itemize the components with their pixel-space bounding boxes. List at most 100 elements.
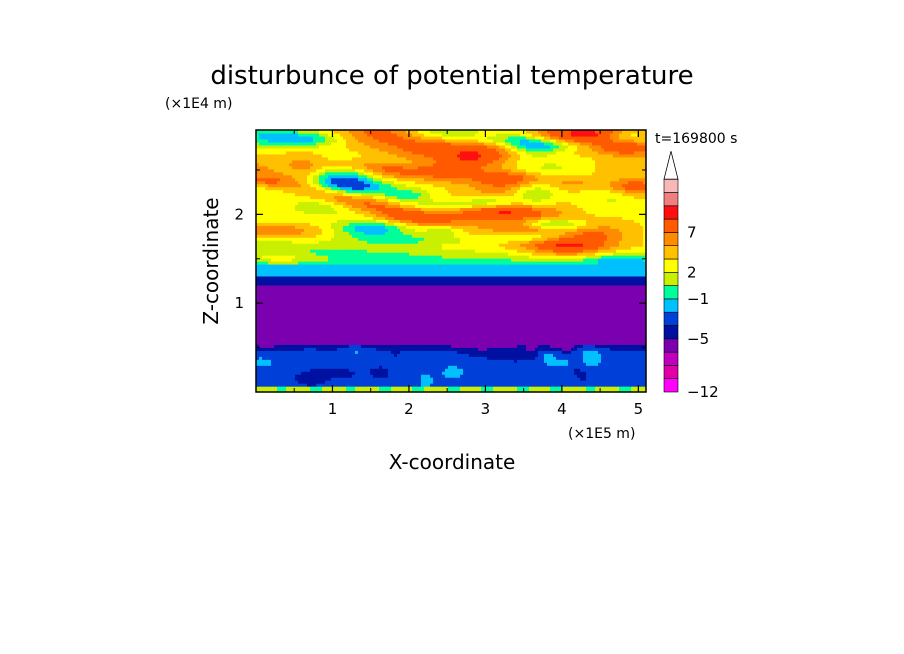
field-cell <box>559 320 563 325</box>
field-cell <box>421 314 425 319</box>
field-cell <box>307 290 311 295</box>
field-cell <box>322 314 326 319</box>
field-cell <box>382 326 386 331</box>
field-cell <box>421 368 425 372</box>
field-cell <box>340 293 344 298</box>
field-cell <box>613 386 617 390</box>
field-cell <box>379 383 383 387</box>
field-cell <box>532 311 536 316</box>
field-cell <box>520 305 524 310</box>
field-cell <box>574 344 578 348</box>
field-cell <box>457 365 461 369</box>
field-cell <box>568 314 572 319</box>
field-cell <box>280 341 284 345</box>
field-cell <box>625 350 629 354</box>
field-cell <box>454 362 458 366</box>
field-cell <box>301 341 305 345</box>
field-cell <box>550 302 554 307</box>
field-cell <box>466 311 470 316</box>
field-cell <box>304 329 308 334</box>
field-cell <box>631 308 635 313</box>
field-cell <box>535 296 539 301</box>
field-cell <box>454 344 458 348</box>
field-cell <box>475 389 479 392</box>
field-cell <box>337 335 341 340</box>
field-cell <box>418 344 422 348</box>
field-cell <box>559 359 563 363</box>
field-cell <box>520 335 524 340</box>
field-cell <box>259 362 263 366</box>
field-cell <box>553 377 557 381</box>
field-cell <box>559 311 563 316</box>
field-cell <box>466 383 470 387</box>
field-cell <box>295 311 299 316</box>
field-cell <box>583 359 587 363</box>
field-cell <box>382 377 386 381</box>
field-cell <box>427 338 431 342</box>
field-cell <box>394 332 398 337</box>
field-cell <box>280 353 284 357</box>
field-cell <box>592 332 596 337</box>
field-cell <box>493 332 497 337</box>
field-cell <box>607 326 611 331</box>
field-cell <box>592 374 596 378</box>
field-cell <box>610 389 614 392</box>
field-cell <box>385 287 389 292</box>
field-cell <box>304 326 308 331</box>
field-cell <box>436 296 440 301</box>
field-cell <box>367 323 371 328</box>
field-cell <box>622 368 626 372</box>
field-cell <box>376 368 380 372</box>
field-cell <box>421 353 425 357</box>
field-cell <box>493 344 497 348</box>
field-cell <box>586 341 590 345</box>
field-cell <box>268 389 272 392</box>
field-cell <box>451 338 455 342</box>
field-cell <box>298 380 302 384</box>
field-cell <box>385 320 389 325</box>
field-cell <box>445 317 449 322</box>
field-cell <box>604 299 608 304</box>
field-cell <box>256 356 260 360</box>
field-cell <box>550 389 554 392</box>
field-cell <box>481 338 485 342</box>
field-cell <box>328 326 332 331</box>
field-cell <box>598 371 602 375</box>
field-cell <box>346 320 350 325</box>
field-cell <box>349 311 353 316</box>
field-cell <box>331 311 335 316</box>
field-cell <box>574 365 578 369</box>
field-cell <box>307 293 311 298</box>
field-cell <box>346 296 350 301</box>
field-cell <box>604 314 608 319</box>
field-cell <box>496 317 500 322</box>
field-cell <box>607 344 611 348</box>
field-cell <box>319 290 323 295</box>
field-cell <box>382 389 386 392</box>
field-cell <box>598 302 602 307</box>
field-cell <box>385 302 389 307</box>
field-cell <box>598 314 602 319</box>
field-cell <box>550 320 554 325</box>
field-cell <box>295 368 299 372</box>
field-cell <box>406 305 410 310</box>
field-cell <box>601 338 605 342</box>
field-cell <box>355 338 359 342</box>
field-cell <box>586 311 590 316</box>
field-cell <box>367 317 371 322</box>
field-cell <box>586 380 590 384</box>
field-cell <box>625 299 629 304</box>
field-cell <box>406 302 410 307</box>
field-cell <box>412 317 416 322</box>
field-cell <box>412 365 416 369</box>
field-cell <box>343 353 347 357</box>
field-cell <box>364 314 368 319</box>
field-cell <box>589 362 593 366</box>
field-cell <box>613 338 617 342</box>
field-cell <box>436 335 440 340</box>
field-cell <box>568 299 572 304</box>
field-cell <box>502 335 506 340</box>
field-cell <box>448 359 452 363</box>
field-cell <box>514 326 518 331</box>
field-cell <box>274 284 278 289</box>
